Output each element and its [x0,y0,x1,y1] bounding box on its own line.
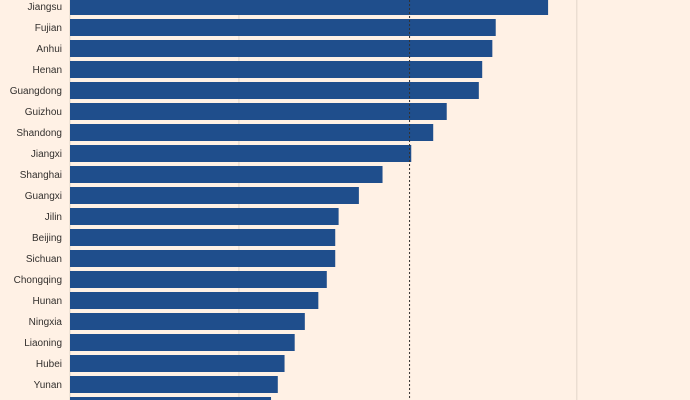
category-label: Henan [33,65,62,76]
category-label: Hunan [33,296,62,307]
bar-shandong [70,124,434,141]
bars [70,0,549,400]
bar-jiangsu [70,0,549,15]
category-label: Jiangxi [31,149,62,160]
bar-partial [70,397,272,400]
bar-guangxi [70,187,359,204]
category-label: Beijing [32,233,62,244]
category-label: Guangxi [25,191,62,202]
bar-shanghai [70,166,383,183]
bar-guizhou [70,103,447,120]
category-labels: Jiangsu Fujian Anhui Henan Guangdong Guizhou S… [10,2,63,391]
bar-fujian [70,19,496,36]
bar-chongqing [70,271,327,288]
bar-yunan [70,376,278,393]
category-label: Ningxia [29,317,63,328]
bar-hubei [70,355,285,372]
category-label: Jilin [45,212,62,223]
category-label: Sichuan [26,254,62,265]
bar-sichuan [70,250,336,267]
bar-henan [70,61,483,78]
category-label: Fujian [35,23,62,34]
bar-anhui [70,40,493,57]
bar-beijing [70,229,336,246]
category-label: Shandong [16,128,62,139]
bar-hunan [70,292,319,309]
category-label: Guangdong [10,86,62,97]
category-label: Shanghai [20,170,62,181]
bar-jiangxi [70,145,412,162]
bar-guangdong [70,82,479,99]
category-label: Hubei [36,359,62,370]
bar-ningxia [70,313,305,330]
category-label: Anhui [36,44,62,55]
category-label: Liaoning [24,338,62,349]
category-label: Chongqing [14,275,62,286]
category-label: Guizhou [25,107,62,118]
bar-liaoning [70,334,295,351]
category-label: Jiangsu [28,2,62,13]
bar-jilin [70,208,339,225]
category-label: Yunan [34,380,62,391]
